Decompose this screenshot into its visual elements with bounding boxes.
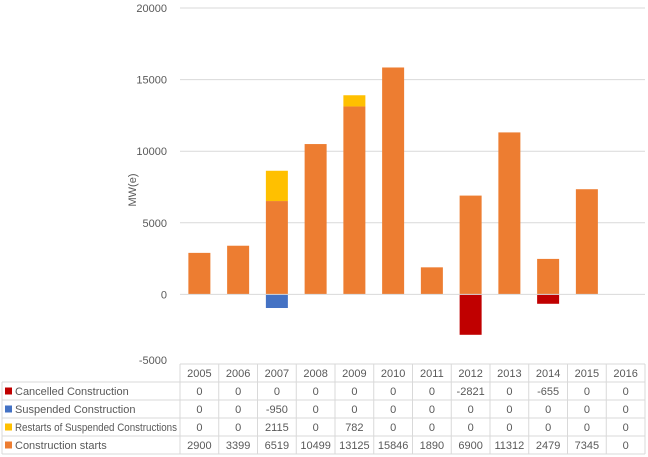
table-cell-value: 0 [313,404,319,416]
x-category-label: 2015 [575,368,599,380]
y-tick-label: 0 [161,289,167,301]
table-cell-value: 0 [351,404,357,416]
table-cell-value: 7345 [575,440,599,452]
bar-construction-starts-2012 [459,195,482,295]
y-tick-label: -5000 [139,355,167,367]
table-cell-value: 0 [468,422,474,434]
table-cell-value: 0 [429,422,435,434]
x-category-label: 2007 [265,368,289,380]
table-cell-value: 0 [584,386,590,398]
table-cell-value: 0 [584,422,590,434]
table-cell-value: 0 [506,404,512,416]
bar-construction-starts-2006 [227,245,250,295]
table-cell-value: 0 [623,404,629,416]
y-tick-label: 10000 [136,146,167,158]
table-cell-value: 0 [196,422,202,434]
table-cell-value: 0 [623,386,629,398]
x-category-label: 2010 [381,368,405,380]
table-cell-value: 2900 [187,440,211,452]
table-cell-value: 2115 [265,422,289,434]
legend-label: Restarts of Suspended Constructions [15,422,177,434]
bar-construction-starts-2008 [304,144,327,295]
table-cell-value: 0 [390,422,396,434]
x-category-label: 2005 [187,368,211,380]
table-cell-value: 0 [390,386,396,398]
bar-construction-starts-2014 [537,258,560,295]
table-cell-value: 0 [313,386,319,398]
x-category-label: 2011 [420,368,444,380]
table-cell-value: 13125 [339,440,370,452]
table-cell-value: 0 [506,422,512,434]
bar-cancelled-construction-2014 [537,294,560,304]
x-category-label: 2009 [342,368,366,380]
table-cell-value: 15846 [378,440,409,452]
table-cell-value: 10499 [300,440,331,452]
table-cell-value: 6900 [458,440,482,452]
table-cell-value: 0 [390,404,396,416]
table-cell-value: 0 [274,386,280,398]
x-category-label: 2006 [226,368,250,380]
x-category-label: 2013 [497,368,521,380]
table-cell-value: 0 [313,422,319,434]
table-cell-value: -655 [537,386,559,398]
legend-label: Suspended Construction [15,404,135,416]
table-cell-value: 0 [545,422,551,434]
bar-construction-starts-2009 [343,106,366,295]
table-cell-value: 0 [584,404,590,416]
bar-construction-starts-2013 [498,132,521,295]
x-category-label: 2014 [536,368,560,380]
bar-construction-starts-2015 [575,189,598,295]
bar-construction-starts-2011 [420,267,443,295]
table-cell-value: 0 [623,422,629,434]
legend-swatch [5,405,12,413]
table-cell-value: -2821 [457,386,485,398]
table-cell-value: 0 [506,386,512,398]
legend-swatch [5,423,12,431]
table-cell-value: 3399 [226,440,250,452]
table-cell-value: 782 [345,422,363,434]
legend-label: Cancelled Construction [15,386,129,398]
table-cell-value: 0 [545,404,551,416]
bar-construction-starts-2005 [188,252,211,295]
table-cell-value: 11312 [494,440,524,452]
bar-cancelled-construction-2012 [459,294,482,335]
table-cell-value: 0 [468,404,474,416]
y-tick-label: 20000 [136,3,167,15]
table-cell-value: 0 [429,404,435,416]
bar-construction-starts-2007 [265,201,288,295]
table-cell-value: 0 [235,404,241,416]
x-category-label: 2008 [303,368,327,380]
table-cell-value: 0 [235,422,241,434]
table-cell-value: 2479 [536,440,560,452]
bar-suspended-construction-2007 [265,294,288,309]
y-axis-label: MW(e) [127,174,139,207]
x-category-label: 2016 [613,368,637,380]
table-cell-value: 1890 [420,440,444,452]
table-cell-value: 6519 [265,440,289,452]
legend-swatch [5,387,12,395]
bar-construction-starts-2010 [382,67,405,295]
table-cell-value: 0 [351,386,357,398]
legend-label: Construction starts [15,440,107,452]
x-category-label: 2012 [458,368,482,380]
y-tick-label: 5000 [143,218,167,230]
table-cell-value: 0 [623,440,629,452]
table-cell-value: -950 [266,404,288,416]
legend-swatch [5,441,12,449]
table-cell-value: 0 [196,404,202,416]
table-cell-value: 0 [235,386,241,398]
table-cell-value: 0 [196,386,202,398]
table-cell-value: 0 [429,386,435,398]
bar-restarts-of-suspended-constructions-2009 [343,95,366,107]
bar-restarts-of-suspended-constructions-2007 [265,170,288,202]
y-tick-label: 15000 [136,75,167,87]
